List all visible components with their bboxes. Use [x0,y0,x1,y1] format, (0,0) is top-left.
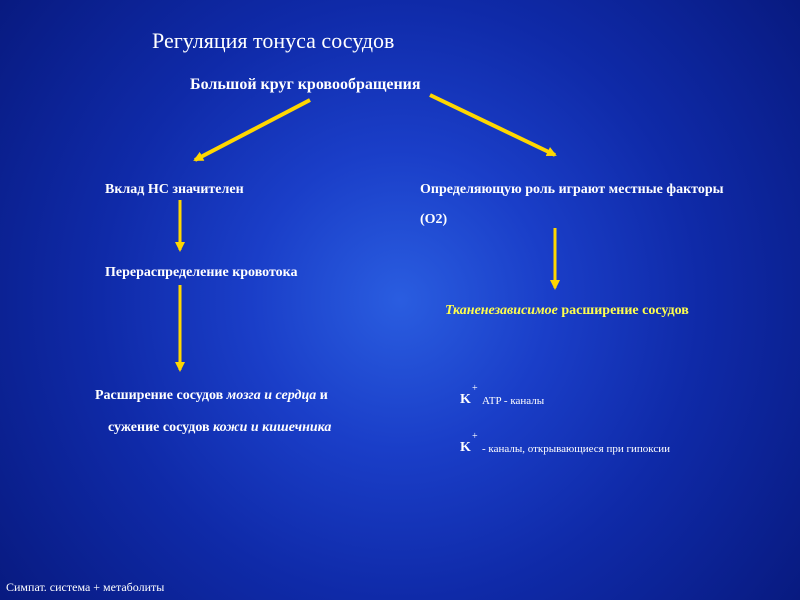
right-label-2: (О2) [420,212,447,228]
plus-icon: + [472,431,478,442]
k2-sub: - каналы, открывающиеся при гипоксии [482,443,670,455]
k-plus-1: K+ [460,392,471,408]
left-result-2-italic: кожи и кишечника [213,420,331,435]
arrow-to-left-branch [195,100,310,160]
right-result-italic: Тканенезависимое [445,303,558,318]
left-result-1: Расширение сосудов мозга и сердца и [95,388,328,404]
arrow-layer [0,0,800,600]
right-label-1: Определяющую роль играют местные факторы [420,182,724,198]
left-label-2: Перераспределение кровотока [105,265,298,281]
left-result-1-italic: мозга и сердца [227,388,317,403]
k1-sub: ATP - каналы [482,395,544,407]
k-plus-2: K+ [460,440,471,456]
slide: { "type": "flowchart", "background": { "… [0,0,800,600]
left-result-2: сужение сосудов кожи и кишечника [108,420,331,436]
arrow-to-right-branch [430,95,555,155]
plus-icon: + [472,383,478,394]
right-result: Тканенезависимое расширение сосудов [445,303,689,319]
left-result-1-prefix: Расширение сосудов [95,388,227,403]
left-result-1-suffix: и [316,388,328,403]
right-result-suffix: расширение сосудов [558,303,689,318]
left-label-1: Вклад НС значителен [105,182,244,198]
left-result-2-prefix: сужение сосудов [108,420,213,435]
footer-note: Симпат. система + метаболиты [6,580,164,595]
